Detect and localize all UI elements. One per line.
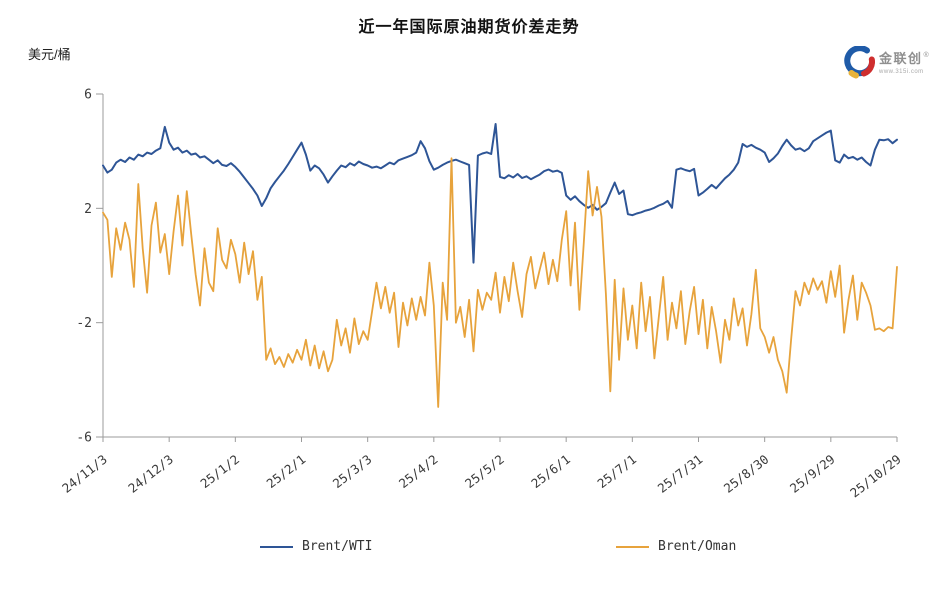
axes	[102, 94, 897, 438]
legend-item-brent-oman: Brent/Oman	[616, 539, 736, 554]
svg-text:25/10/29: 25/10/29	[847, 452, 904, 501]
svg-text:25/7/31: 25/7/31	[655, 452, 706, 496]
jlc-logo-text: 金联创® www.315i.com	[879, 51, 929, 75]
svg-text:-6: -6	[76, 431, 92, 446]
jlc-logo-icon	[844, 46, 875, 79]
svg-text:25/9/29: 25/9/29	[787, 452, 838, 496]
brent-wti-legend-label: Brent/WTI	[302, 539, 373, 554]
svg-text:6: 6	[84, 88, 92, 103]
svg-text:25/3/3: 25/3/3	[330, 452, 375, 492]
svg-text:25/1/2: 25/1/2	[197, 452, 242, 492]
axis-ticks	[96, 93, 898, 442]
data-series-lines	[102, 123, 898, 408]
jlc-logo-url: www.315i.com	[879, 69, 924, 75]
svg-text:2: 2	[84, 202, 92, 217]
y-axis-unit-label: 美元/桶	[28, 47, 71, 62]
legend-item-brent-wti: Brent/WTI	[260, 539, 372, 554]
svg-text:25/5/2: 25/5/2	[462, 452, 507, 492]
series-line-brent-wti	[102, 123, 898, 264]
brent-wti-line-swatch	[260, 545, 293, 548]
svg-text:25/4/2: 25/4/2	[396, 452, 441, 492]
svg-text:25/2/1: 25/2/1	[264, 452, 309, 492]
registered-mark: ®	[923, 51, 929, 59]
chart-title: 近一年国际原油期货价差走势	[358, 19, 580, 36]
svg-text:-2: -2	[76, 316, 92, 331]
brent-oman-line-swatch	[616, 545, 649, 548]
jlc-logo: 金联创® www.315i.com	[843, 46, 929, 80]
jlc-brand-name: 金联创	[879, 51, 923, 66]
svg-text:25/8/30: 25/8/30	[721, 452, 772, 496]
svg-text:25/7/1: 25/7/1	[594, 452, 639, 492]
brent-oman-legend-label: Brent/Oman	[658, 539, 737, 554]
axis-tick-labels: 6 2 -2 -6 24/11/3 24/12/3 25/1/2 25/2/1 25/3/3 25…	[59, 88, 904, 501]
svg-text:24/11/3: 24/11/3	[59, 452, 110, 496]
svg-text:25/6/1: 25/6/1	[528, 452, 573, 492]
svg-text:24/12/3: 24/12/3	[125, 452, 176, 496]
series-line-brent-oman	[102, 157, 898, 408]
